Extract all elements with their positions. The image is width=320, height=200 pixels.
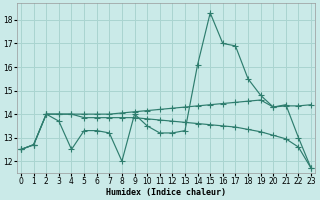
X-axis label: Humidex (Indice chaleur): Humidex (Indice chaleur) [106, 188, 226, 197]
